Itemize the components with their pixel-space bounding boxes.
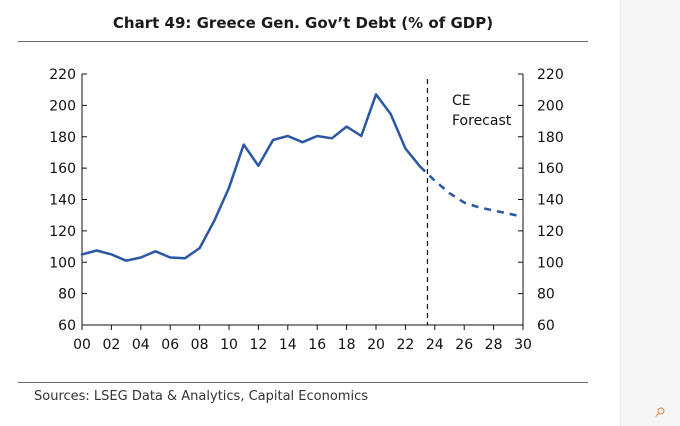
x-tick-label: 28 [485, 337, 503, 353]
x-tick-label: 20 [367, 337, 385, 353]
y-tick-label-right: 100 [537, 255, 564, 271]
y-tick-label-left: 60 [58, 318, 76, 334]
chart-series [80, 93, 524, 262]
y-tick-label-right: 140 [537, 193, 564, 209]
actual-series-line [80, 93, 422, 262]
x-tick-label: 02 [102, 337, 120, 353]
y-tick-label-right: 180 [537, 130, 564, 146]
y-tick-label-left: 180 [49, 130, 76, 146]
source-divider [18, 382, 588, 383]
y-tick-label-left: 120 [49, 224, 76, 240]
y-tick-label-right: 80 [537, 287, 555, 303]
y-tick-label-left: 140 [49, 193, 76, 209]
chart-axes [81, 73, 524, 330]
y-tick-label-right: 220 [537, 67, 564, 83]
y-tick-label-right: 160 [537, 161, 564, 177]
y-tick-label-left: 100 [49, 255, 76, 271]
chart-source: Sources: LSEG Data & Analytics, Capital … [34, 389, 369, 404]
forecast-series-line [419, 165, 524, 219]
x-tick-label: 24 [426, 337, 444, 353]
y-tick-label-left: 220 [49, 67, 76, 83]
x-tick-label: 18 [338, 337, 356, 353]
forecast-annotation-line2: Forecast [452, 113, 512, 129]
chart-card: Chart 49: Greece Gen. Gov’t Debt (% of G… [18, 14, 588, 404]
x-tick-label: 22 [396, 337, 414, 353]
y-tick-label-left: 160 [49, 161, 76, 177]
y-tick-label-left: 200 [49, 98, 76, 114]
y-tick-label-right: 120 [537, 224, 564, 240]
x-tick-label: 26 [455, 337, 473, 353]
chart-title: Chart 49: Greece Gen. Gov’t Debt (% of G… [112, 14, 494, 32]
x-tick-label: 12 [249, 337, 267, 353]
y-tick-label-left: 80 [58, 287, 76, 303]
x-tick-label: 04 [132, 337, 150, 353]
x-tick-label: 00 [73, 337, 91, 353]
x-tick-label: 14 [279, 337, 297, 353]
x-tick-label: 06 [161, 337, 179, 353]
right-panel [620, 0, 680, 426]
x-tick-label: 08 [191, 337, 209, 353]
forecast-annotation-line1: CE [452, 93, 471, 109]
x-tick-label: 30 [514, 337, 532, 353]
y-tick-label-right: 200 [537, 98, 564, 114]
x-tick-label: 10 [220, 337, 238, 353]
x-tick-label: 16 [308, 337, 326, 353]
title-divider [18, 41, 588, 42]
y-tick-label-right: 60 [537, 318, 555, 334]
zoom-icon[interactable]: ⌕ [655, 398, 667, 422]
